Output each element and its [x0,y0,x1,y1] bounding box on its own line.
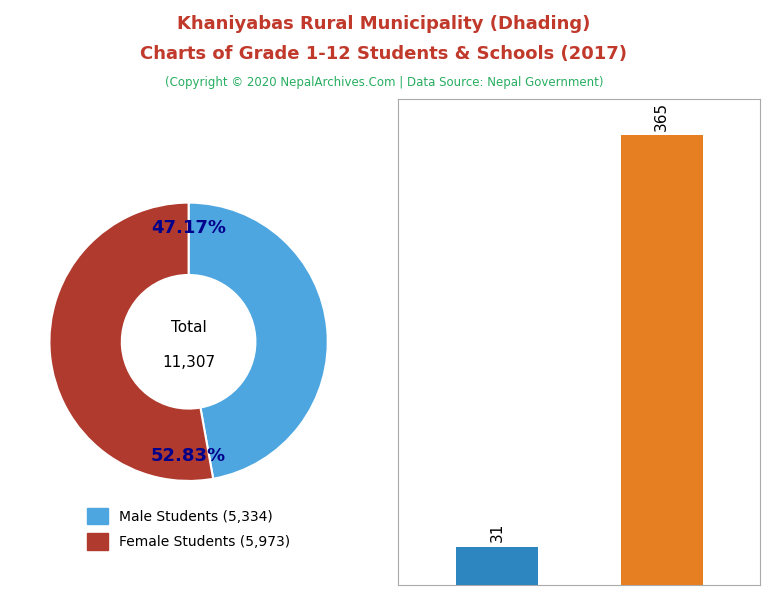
Text: Khaniyabas Rural Municipality (Dhading): Khaniyabas Rural Municipality (Dhading) [177,15,591,33]
Wedge shape [49,202,214,481]
Text: 11,307: 11,307 [162,355,215,370]
Text: Charts of Grade 1-12 Students & Schools (2017): Charts of Grade 1-12 Students & Schools … [141,45,627,63]
Text: 47.17%: 47.17% [151,219,226,236]
Text: Total: Total [170,321,207,336]
Text: (Copyright © 2020 NepalArchives.Com | Data Source: Nepal Government): (Copyright © 2020 NepalArchives.Com | Da… [165,76,603,89]
Legend: Male Students (5,334), Female Students (5,973): Male Students (5,334), Female Students (… [81,502,296,555]
Text: 52.83%: 52.83% [151,447,226,465]
Wedge shape [189,202,328,479]
Text: 365: 365 [654,101,669,131]
Text: 31: 31 [490,522,505,542]
Bar [456,547,538,585]
Bar [621,136,703,585]
